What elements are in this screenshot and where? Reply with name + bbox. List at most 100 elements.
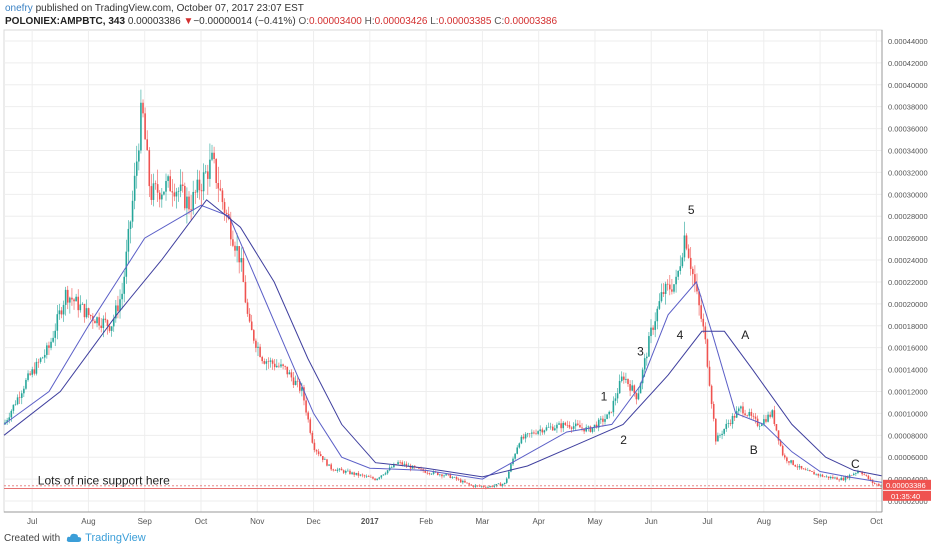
candle-body [79,304,82,311]
candle-body [200,190,203,192]
candle-body [420,468,422,470]
open-label: O: [298,16,309,27]
candle-body [844,476,847,481]
x-tick-label: Jul [702,517,712,526]
candle-body [242,258,245,283]
candle-body [127,228,130,252]
candle-body [146,139,148,151]
candle-body [455,477,458,480]
x-tick-label: Jul [27,517,37,526]
y-tick-label: 0.00044000 [888,37,928,46]
candle-body [873,482,876,484]
wave-label: C [851,457,860,471]
candle-body [169,176,171,192]
candle-body [675,276,677,285]
candle-body [326,459,328,466]
y-tick-label: 0.00012000 [888,388,928,397]
y-tick-label: 0.00020000 [888,300,928,309]
candle-body [654,321,656,330]
candle-body [148,150,151,187]
candle-body [600,418,602,420]
candle-body [424,470,427,473]
candle-body [253,330,255,341]
candle-body [535,433,537,435]
candle-body [257,346,259,348]
annotations: Lots of nice support here 1 2 3 4 5 A B C [38,203,860,488]
candle-body [495,484,498,486]
time-axis[interactable]: Jul Aug Sep Oct Nov Dec 2017 Feb Mar Apr May Jun Jul… [4,511,883,526]
candle-body [296,380,299,382]
candle-body [230,218,232,240]
candle-body [73,299,75,302]
candle-body [140,102,142,151]
candle-body [767,414,769,422]
candle-body [426,472,429,474]
cloud-icon [66,533,82,542]
candle-body [623,376,625,380]
candle-body [832,477,834,479]
candle-body [41,357,44,359]
candle-body [94,320,96,324]
candle-body [549,426,552,428]
price-axis[interactable]: 0.00044000 0.00042000 0.00040000 0.00038000… [881,30,931,512]
y-tick-label: 0.00024000 [888,256,928,265]
candle-body [173,192,176,197]
candle-body [449,474,452,478]
candle-body [462,480,464,483]
moving-averages [3,199,883,483]
candle-body [273,363,276,368]
candle-body [635,392,638,400]
candle-body [715,418,717,442]
symbol-label[interactable]: POLONIEX:AMPBTC, 343 [5,16,126,27]
candle-body [340,468,343,471]
candle-body [158,192,161,200]
high-label: H: [364,16,375,27]
y-tick-label: 0.00016000 [888,344,928,353]
candle-body [321,456,324,460]
candle-body [342,470,345,473]
candle-body [512,458,514,465]
candle-body [742,406,744,414]
author-link[interactable]: onefry [5,3,33,14]
candle-body [276,365,278,368]
candle-body [98,317,100,326]
candle-body [867,475,870,479]
wave-label: 5 [688,203,695,217]
candle-body [838,479,840,481]
candle-body [727,423,730,424]
candle-body [702,318,705,327]
candle-body [436,472,439,476]
candle-body [679,266,682,272]
candle-body [407,465,410,467]
candle-body [142,102,144,114]
candle-body [244,282,247,303]
candle-body [261,356,263,362]
candle-body [554,428,556,431]
candle-body [792,460,794,465]
candle-body [662,292,665,294]
candle-body [528,433,531,435]
candle-body [769,414,771,417]
candle-body [729,423,732,425]
candle-body [685,235,688,249]
tradingview-logo[interactable]: TradingView [66,532,146,544]
high-value: 0.00003426 [374,16,428,27]
candle-body [330,464,332,470]
candle-body [671,289,673,292]
wave-label: 4 [677,328,684,342]
candle-body [309,419,312,433]
candle-body [579,424,581,428]
candle-body [570,427,573,429]
y-tick-label: 0.00022000 [888,278,928,287]
candle-body [315,450,318,452]
candle-body [794,464,797,467]
price-chart[interactable]: Lots of nice support here 1 2 3 4 5 A B C 0.0004… [0,0,932,530]
low-value: 0.00003385 [438,16,492,27]
candle-body [875,483,878,485]
wave-label: 3 [637,344,644,358]
candle-body [349,470,351,475]
candle-body [238,246,240,263]
candle-body [560,423,562,429]
candle-body [108,326,111,331]
candle-body [14,404,17,405]
